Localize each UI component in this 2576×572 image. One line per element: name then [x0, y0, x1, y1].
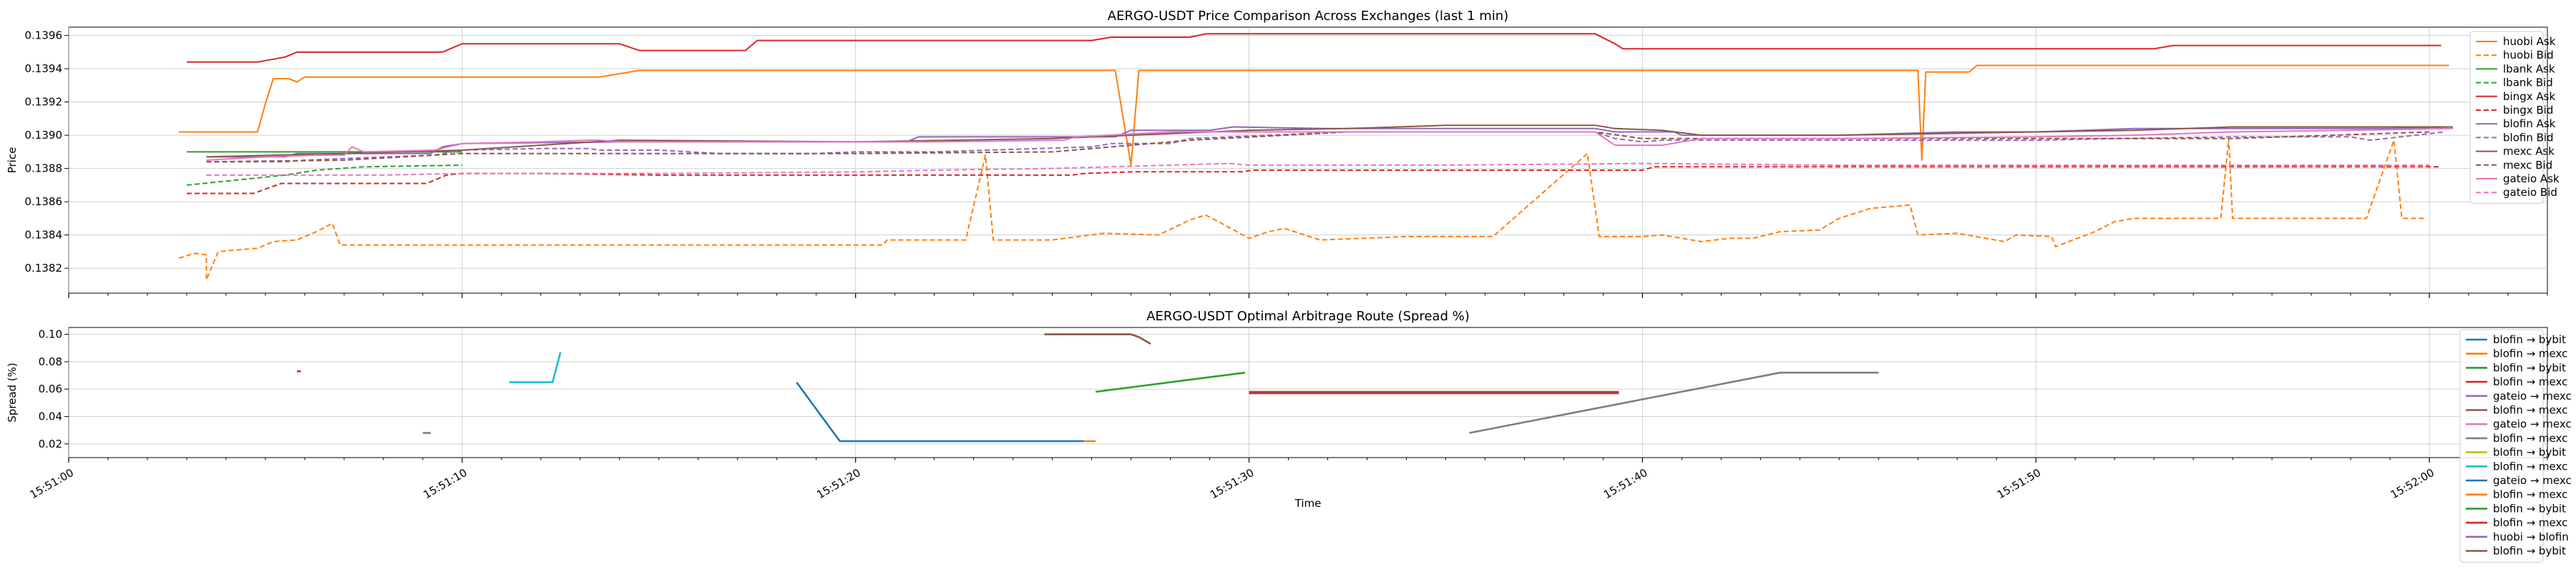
- legend-entry: blofin → mexc: [2493, 488, 2567, 501]
- spread-chart: 0.020.040.060.080.10 15:51:00 15:51:10 15:…: [6, 309, 2572, 563]
- y-tick-label: 0.02: [39, 438, 62, 450]
- legend-entry: huobi Ask: [2503, 35, 2556, 48]
- legend-entry: blofin → bybit: [2493, 502, 2566, 515]
- price-chart-grid: [68, 27, 2547, 293]
- spread-chart-y-ticks: 0.02 0.04 0.06 0.08 0.10: [39, 328, 69, 450]
- legend-entry: blofin → mexc: [2493, 460, 2567, 473]
- y-tick-label: 0.1394: [25, 62, 63, 75]
- y-tick-label: 0.04: [39, 410, 62, 423]
- legend-entry: blofin → bybit: [2493, 446, 2566, 459]
- y-tick-label: 0.1388: [25, 162, 63, 175]
- x-tick-label: 15:51:40: [1601, 466, 1649, 501]
- legend-box: [2469, 31, 2544, 204]
- legend-entry: blofin → bybit: [2493, 333, 2566, 346]
- x-tick-label: 15:52:00: [2389, 466, 2436, 501]
- legend-entry: gateio → mexc: [2493, 418, 2572, 430]
- series-line-2: [178, 137, 2426, 281]
- spread-chart-x-ticks: 15:51:00 15:51:10 15:51:20 15:51:30 15:51:40…: [28, 458, 2548, 501]
- legend-entry: blofin → bybit: [2493, 545, 2566, 558]
- legend-entry: gateio Ask: [2503, 172, 2560, 185]
- series-line-7: [206, 126, 2454, 158]
- y-tick-label: 0.1390: [25, 129, 63, 142]
- y-tick-label: 0.1392: [25, 96, 63, 109]
- legend-entry: blofin → bybit: [2493, 361, 2566, 374]
- price-chart-frame: [68, 26, 2548, 294]
- legend-entry: blofin → mexc: [2493, 516, 2567, 529]
- legend-entry: blofin Ask: [2503, 117, 2556, 130]
- series-line-10: [509, 352, 562, 383]
- y-tick-label: 0.1386: [25, 195, 63, 208]
- series-line-3: [1095, 371, 1246, 393]
- series-line-9: [206, 124, 2453, 158]
- series-line-1: [796, 381, 1084, 443]
- spread-chart-grid: [68, 327, 2547, 458]
- legend-entry: huobi → blofin: [2493, 531, 2569, 543]
- series-line-6: [187, 166, 2441, 194]
- y-tick-label: 0.1382: [25, 262, 63, 275]
- x-tick-label: 15:51:30: [1208, 466, 1256, 501]
- spread-chart-y-label: Spread (%): [6, 363, 19, 423]
- x-tick-label: 15:51:20: [814, 466, 862, 501]
- legend-entry: mexc Bid: [2503, 159, 2552, 172]
- price-chart-title: AERGO-USDT Price Comparison Across Excha…: [1108, 9, 1508, 24]
- x-tick-label: 15:51:50: [1995, 466, 2043, 501]
- x-tick-label: 15:51:10: [421, 466, 469, 501]
- series-line-12: [206, 162, 2429, 176]
- y-tick-label: 0.1396: [25, 29, 63, 42]
- series-line-1: [179, 64, 2449, 166]
- legend-entry: huobi Bid: [2503, 49, 2554, 61]
- spread-chart-title: AERGO-USDT Optimal Arbitrage Route (Spre…: [1146, 309, 1470, 324]
- y-tick-label: 0.10: [39, 328, 62, 341]
- series-line-4: [186, 164, 462, 186]
- legend-box: [2459, 329, 2544, 563]
- y-tick-label: 0.1384: [25, 229, 63, 242]
- series-line-5: [187, 33, 2441, 63]
- legend-entry: lbank Ask: [2503, 62, 2555, 75]
- price-chart-series: [178, 33, 2454, 281]
- legend-entry: gateio → mexc: [2493, 390, 2572, 403]
- legend-entry: bingx Ask: [2503, 90, 2555, 103]
- series-line-16: [1044, 333, 1151, 345]
- spread-chart-series: [296, 333, 1879, 443]
- legend-entry: blofin → mexc: [2493, 404, 2567, 417]
- series-line-11: [206, 127, 2454, 161]
- legend-entry: gateio → mexc: [2493, 474, 2572, 487]
- legend-entry: gateio Bid: [2503, 186, 2557, 199]
- legend-entry: mexc Ask: [2503, 145, 2555, 158]
- spread-chart-x-label: Time: [1294, 497, 1322, 510]
- price-chart: 0.1382 0.1384 0.1386 0.1388 0.1390 0.1392 0.13…: [6, 9, 2560, 298]
- series-line-17: [1469, 371, 1879, 434]
- legend-entry: lbank Bid: [2503, 77, 2553, 89]
- legend-entry: blofin → mexc: [2493, 375, 2567, 388]
- legend-entry: blofin → mexc: [2493, 432, 2567, 445]
- legend-entry: blofin → mexc: [2493, 347, 2567, 360]
- price-chart-y-ticks: 0.1382 0.1384 0.1386 0.1388 0.1390 0.1392 0.13…: [25, 29, 69, 275]
- price-chart-y-label: Price: [6, 147, 19, 174]
- y-tick-label: 0.08: [39, 355, 62, 368]
- price-chart-x-ticks: [68, 293, 2548, 298]
- x-tick-label: 15:51:00: [28, 466, 76, 501]
- legend-entry: bingx Bid: [2503, 104, 2553, 117]
- series-line-8: [206, 131, 2446, 163]
- y-tick-label: 0.06: [39, 383, 62, 395]
- legend-entry: blofin Bid: [2503, 131, 2554, 144]
- series-line-10: [206, 131, 2430, 163]
